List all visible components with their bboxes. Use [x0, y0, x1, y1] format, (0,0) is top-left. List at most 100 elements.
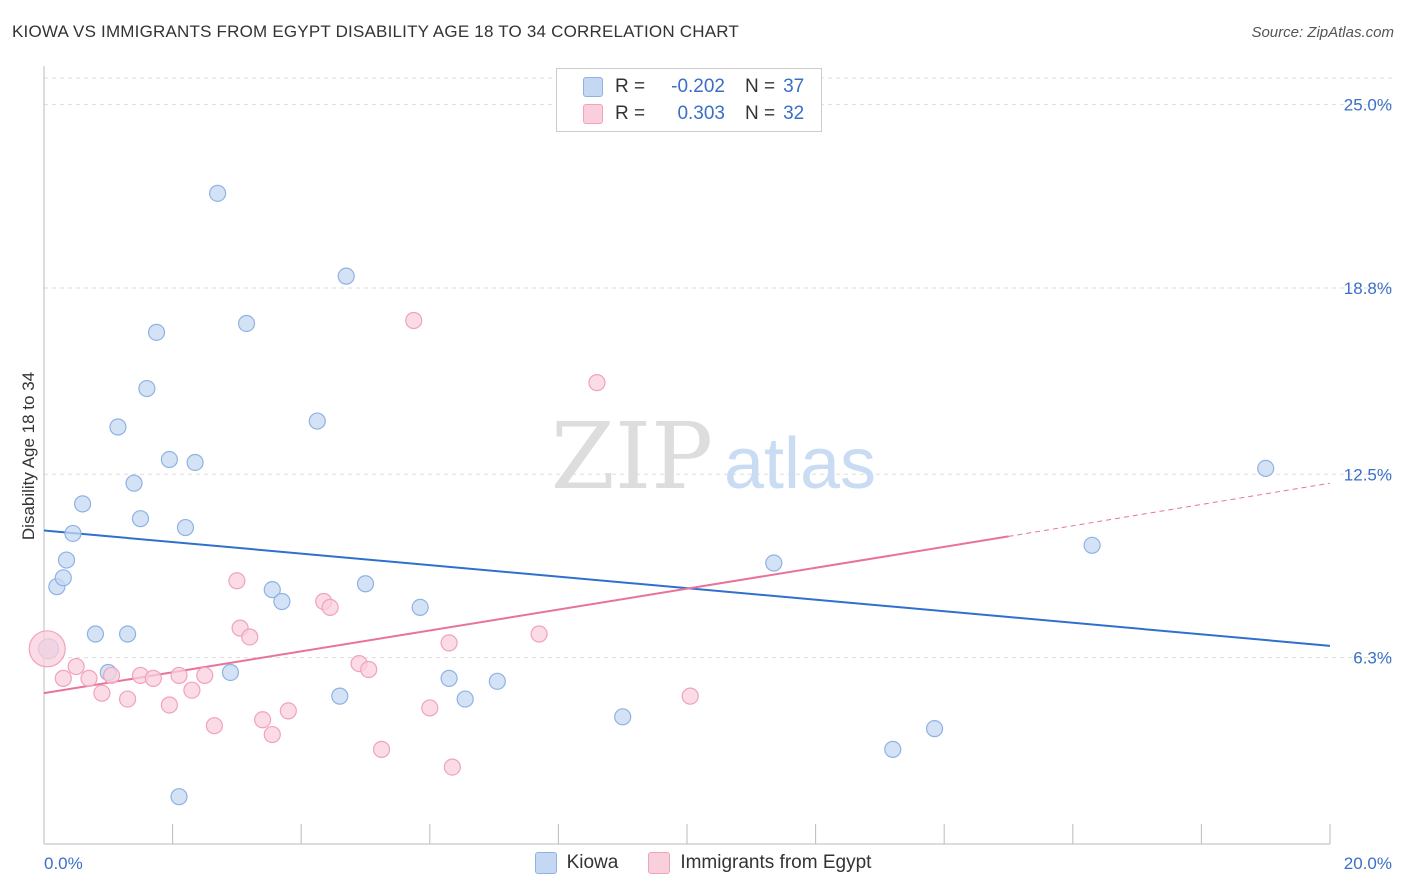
legend-row-egypt: R = 0.303 N = 32	[583, 102, 804, 126]
grid-lines	[44, 77, 1394, 659]
egypt-point	[440, 634, 458, 652]
egypt-point	[144, 669, 162, 687]
watermark-atlas: atlas	[724, 424, 876, 504]
egypt-point	[372, 740, 391, 758]
axes	[43, 66, 1331, 845]
egypt-point	[228, 572, 246, 590]
watermark: ZIP atlas	[551, 403, 876, 510]
egypt-point	[241, 628, 259, 646]
legend-label-egypt: Immigrants from Egypt	[680, 852, 872, 873]
legend-r-label: R =	[615, 103, 646, 124]
kiowa-point	[263, 581, 281, 599]
legend-n-value: 37	[783, 76, 805, 97]
kiowa-point	[170, 788, 188, 806]
egypt-point	[205, 717, 223, 735]
egypt-point	[530, 625, 548, 643]
y-tick-label: 6.3%	[1353, 649, 1392, 668]
legend-item-kiowa: Kiowa	[534, 852, 618, 874]
egypt-point	[263, 725, 281, 744]
kiowa-point	[118, 625, 137, 643]
kiowa-point	[138, 379, 156, 398]
egypt-point	[28, 630, 66, 668]
egypt-point	[279, 702, 297, 720]
egypt-point	[360, 660, 378, 679]
egypt-point	[170, 666, 188, 685]
kiowa-point	[765, 554, 783, 572]
egypt-point	[80, 669, 98, 687]
watermark-zip: ZIP	[551, 403, 713, 510]
kiowa-point	[186, 453, 204, 472]
kiowa-point	[176, 518, 195, 537]
kiowa-point	[614, 708, 632, 726]
kiowa-point	[1083, 536, 1101, 554]
kiowa-point	[925, 720, 944, 738]
kiowa-point	[64, 524, 82, 543]
kiowa-point	[411, 598, 429, 616]
egypt-trend-extension	[1008, 482, 1331, 537]
kiowa-point	[237, 314, 256, 333]
kiowa-point	[57, 551, 76, 569]
kiowa-point	[440, 669, 458, 687]
kiowa-point	[147, 323, 166, 341]
legend-swatch-egypt	[648, 852, 671, 874]
x-tick-label: 20.0%	[1344, 854, 1392, 873]
egypt-point	[405, 311, 423, 330]
legend-row-kiowa: R = -0.202 N = 37	[583, 75, 804, 99]
legend-r-value: 0.303	[677, 103, 725, 124]
tick-labels: 6.3% 12.5% 18.8% 25.0% 0.0% 20.0%	[44, 96, 1392, 873]
kiowa-point	[356, 575, 375, 593]
kiowa-point	[109, 418, 127, 436]
egypt-point	[67, 657, 85, 676]
legend-r-label: R =	[615, 76, 646, 97]
legend-swatch-egypt	[583, 104, 603, 124]
legend-item-egypt: Immigrants from Egypt	[648, 852, 871, 874]
y-tick-label: 12.5%	[1344, 465, 1392, 484]
y-tick-label: 25.0%	[1344, 96, 1392, 115]
correlation-legend: R = -0.202 N = 37 R = 0.303 N = 32	[556, 68, 822, 132]
legend-n-label: N =	[745, 103, 776, 124]
legend-swatch-kiowa	[583, 77, 603, 97]
egypt-point	[160, 696, 178, 714]
kiowa-point	[273, 592, 291, 611]
kiowa-point	[331, 687, 349, 705]
egypt-point	[421, 699, 439, 717]
egypt-point	[588, 374, 606, 392]
egypt-point	[118, 690, 137, 708]
egypt-point	[196, 666, 214, 685]
series-legend: Kiowa Immigrants from Egypt	[0, 852, 1406, 874]
kiowa-point	[221, 663, 240, 682]
egypt-point	[681, 687, 699, 705]
kiowa-point	[54, 569, 72, 587]
legend-n-label: N =	[745, 76, 776, 97]
kiowa-point	[456, 690, 474, 708]
kiowa-point	[160, 450, 178, 469]
x-tick-label: 0.0%	[44, 854, 83, 873]
source-label: Source: ZipAtlas.com	[1251, 24, 1394, 41]
egypt-point	[443, 758, 461, 776]
kiowa-point	[73, 495, 92, 513]
legend-n-value: 32	[783, 103, 805, 124]
y-tick-label: 18.8%	[1344, 279, 1392, 298]
legend-swatch-kiowa	[534, 852, 557, 874]
kiowa-point	[308, 412, 326, 430]
egypt-point	[102, 666, 121, 685]
y-axis-label: Disability Age 18 to 34	[19, 372, 38, 540]
kiowa-point	[209, 184, 227, 202]
kiowa-point	[884, 740, 902, 758]
kiowa-point	[125, 474, 143, 492]
kiowa-point	[86, 625, 105, 643]
data-points	[28, 184, 1275, 806]
egypt-point	[254, 711, 272, 729]
chart-title: KIOWA VS IMMIGRANTS FROM EGYPT DISABILIT…	[12, 22, 739, 41]
kiowa-point	[131, 510, 150, 528]
egypt-trend-line	[43, 535, 1009, 695]
egypt-point	[321, 598, 339, 616]
egypt-point	[183, 681, 201, 699]
egypt-point	[54, 669, 72, 687]
kiowa-point	[488, 672, 506, 690]
egypt-point	[93, 684, 111, 702]
kiowa-point	[337, 267, 355, 285]
legend-r-value: -0.202	[671, 76, 725, 97]
kiowa-point	[1257, 459, 1275, 477]
